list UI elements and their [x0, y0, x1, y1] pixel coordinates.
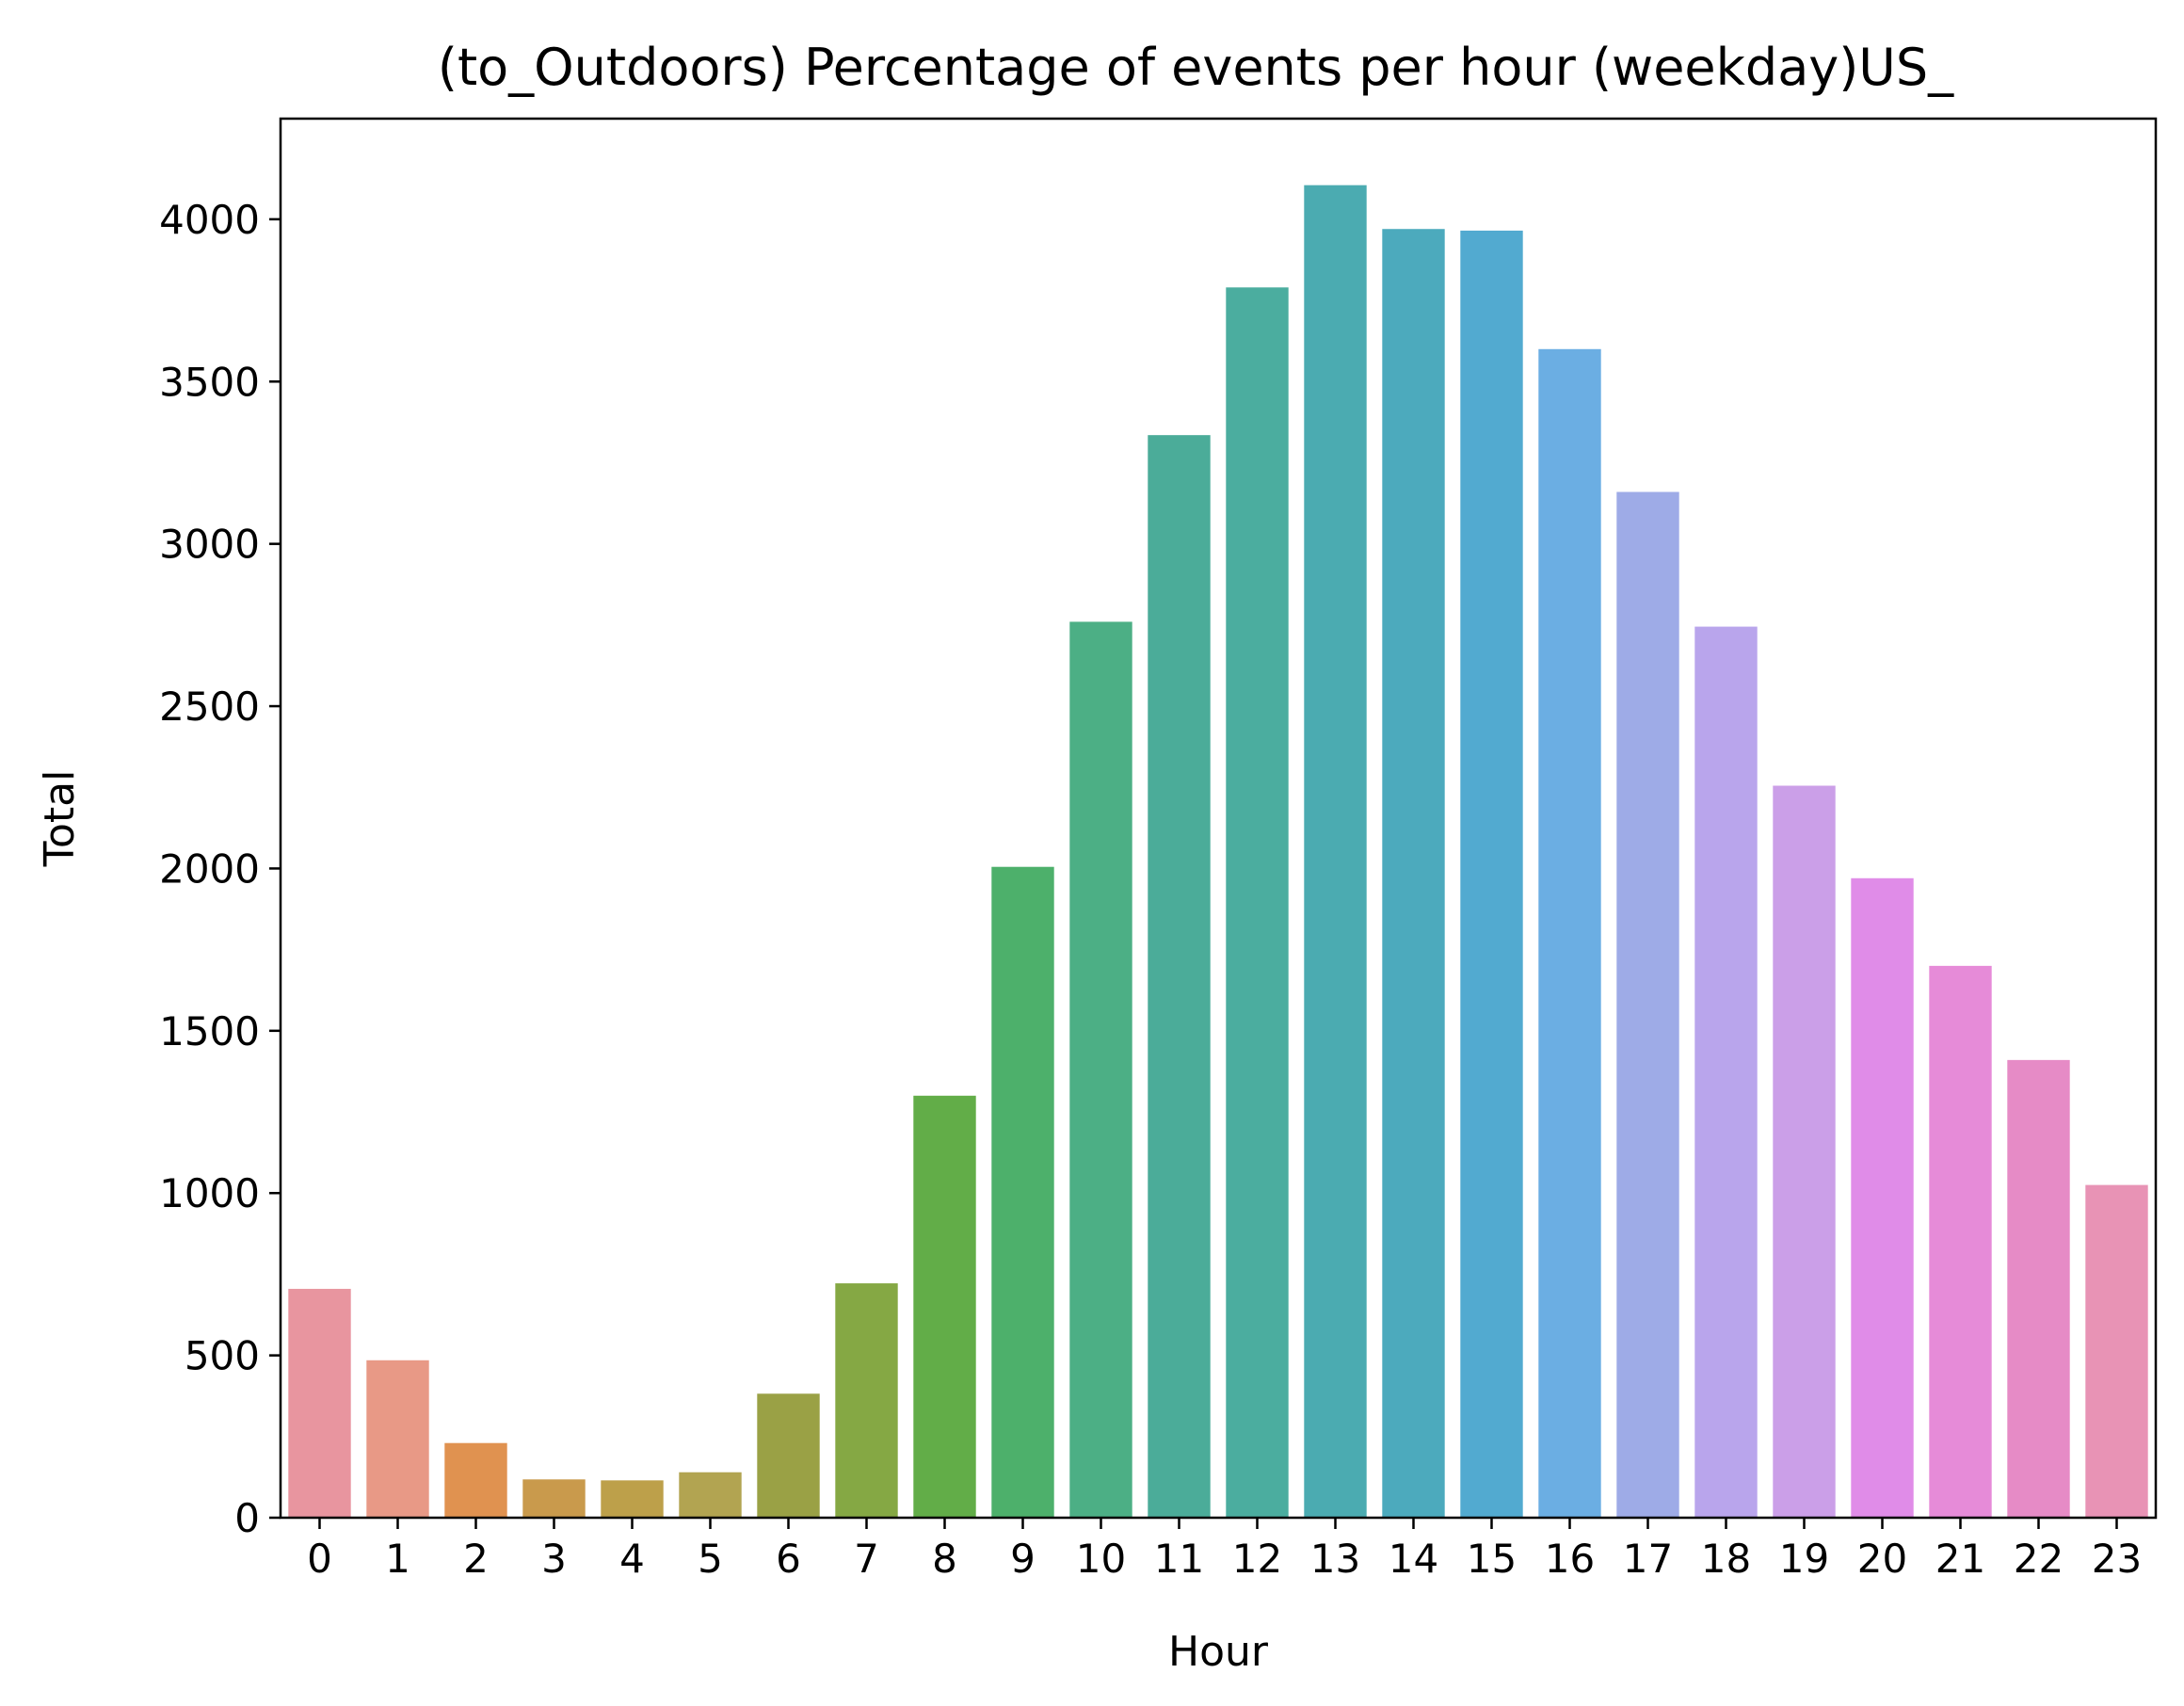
bar-hour-17 — [1616, 491, 1679, 1518]
bar-hour-4 — [601, 1480, 664, 1518]
x-tick-label: 14 — [1389, 1536, 1438, 1582]
bar-hour-11 — [1148, 435, 1211, 1518]
x-tick-label: 7 — [854, 1536, 879, 1582]
bars-group — [288, 185, 2148, 1519]
bar-hour-16 — [1538, 348, 1601, 1519]
plot-frame — [279, 117, 2158, 1520]
y-axis: 0 500 1000 1500 2000 2500 3000 3500 4000 — [159, 197, 281, 1541]
x-tick-label: 17 — [1623, 1536, 1673, 1582]
x-tick-label: 19 — [1779, 1536, 1829, 1582]
x-tick-label: 5 — [698, 1536, 723, 1582]
bar-hour-8 — [913, 1095, 976, 1518]
y-tick-label: 500 — [185, 1333, 260, 1379]
x-tick-label: 1 — [385, 1536, 410, 1582]
bar-hour-9 — [991, 866, 1054, 1518]
bar-hour-6 — [757, 1393, 820, 1518]
y-tick-label: 0 — [234, 1495, 260, 1541]
y-axis-label: Total — [36, 770, 84, 868]
bar-hour-12 — [1226, 287, 1289, 1518]
x-axis-label: Hour — [1168, 1628, 1269, 1676]
y-tick-label: 1000 — [159, 1170, 260, 1216]
bar-hour-23 — [2085, 1184, 2148, 1518]
x-axis: 0 1 2 3 4 5 6 7 8 9 10 11 12 13 14 15 16 17 18 19 20 21 22 23 — [307, 1518, 2142, 1582]
bar-hour-7 — [835, 1283, 898, 1518]
x-tick-label: 8 — [932, 1536, 957, 1582]
x-tick-label: 23 — [2092, 1536, 2142, 1582]
x-tick-label: 16 — [1545, 1536, 1595, 1582]
bar-hour-14 — [1382, 229, 1445, 1518]
y-tick-label: 2000 — [159, 845, 260, 892]
x-tick-label: 11 — [1154, 1536, 1204, 1582]
y-tick-label: 3000 — [159, 522, 260, 568]
bar-hour-10 — [1069, 621, 1132, 1518]
x-tick-label: 10 — [1076, 1536, 1126, 1582]
bar-hour-5 — [679, 1472, 742, 1518]
x-tick-label: 21 — [1935, 1536, 1985, 1582]
bar-hour-20 — [1851, 877, 1914, 1518]
x-tick-label: 15 — [1467, 1536, 1517, 1582]
chart-title: (to_Outdoors) Percentage of events per h… — [438, 38, 1954, 97]
bar-hour-1 — [366, 1360, 429, 1518]
x-tick-label: 3 — [541, 1536, 567, 1582]
x-tick-label: 9 — [1010, 1536, 1036, 1582]
y-tick-label: 2500 — [159, 684, 260, 730]
x-tick-label: 4 — [619, 1536, 645, 1582]
y-tick-label: 3500 — [159, 359, 260, 405]
bar-hour-22 — [2007, 1059, 2070, 1518]
bar-hour-0 — [288, 1288, 351, 1518]
x-tick-label: 2 — [463, 1536, 489, 1582]
bar-hour-2 — [444, 1442, 507, 1518]
x-tick-label: 12 — [1232, 1536, 1282, 1582]
y-tick-label: 4000 — [159, 197, 260, 243]
bar-hour-19 — [1773, 785, 1836, 1518]
y-tick-label: 1500 — [159, 1008, 260, 1054]
bar-hour-3 — [522, 1479, 586, 1518]
bar-hour-21 — [1929, 965, 1992, 1518]
bar-hour-13 — [1304, 185, 1367, 1518]
x-tick-label: 0 — [307, 1536, 332, 1582]
bar-hour-15 — [1460, 230, 1523, 1518]
x-tick-label: 20 — [1857, 1536, 1907, 1582]
x-tick-label: 13 — [1310, 1536, 1360, 1582]
x-tick-label: 22 — [2014, 1536, 2064, 1582]
x-tick-label: 18 — [1701, 1536, 1751, 1582]
bar-hour-18 — [1694, 626, 1758, 1518]
x-tick-label: 6 — [776, 1536, 801, 1582]
